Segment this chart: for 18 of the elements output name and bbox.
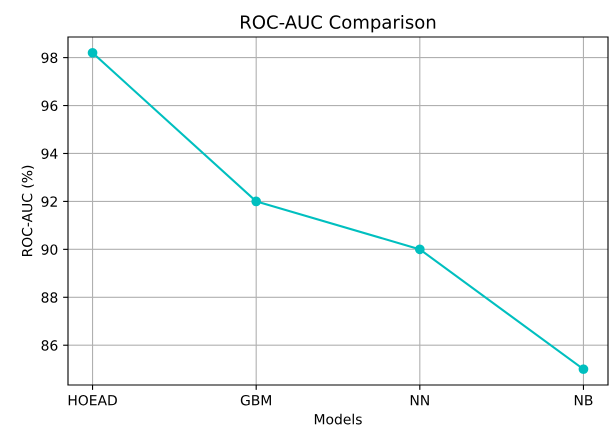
y-tick-label: 92	[41, 196, 57, 207]
y-tick-label: 98	[41, 52, 58, 64]
x-axis-title: Models	[314, 414, 362, 424]
y-tick-label: 86	[42, 340, 58, 351]
x-tick-label: HOEAD	[68, 394, 117, 406]
x-tick-label: GBM	[240, 394, 271, 406]
point	[88, 48, 98, 58]
y-tick-label: 90	[41, 244, 58, 255]
point	[251, 196, 262, 206]
chart-title: ROC-AUC Comparison	[241, 14, 436, 32]
y-tick-label: 94	[41, 148, 58, 159]
point	[414, 244, 425, 254]
y-axis-title: ROC-AUC (%)	[22, 166, 34, 256]
y-tick-label: 88	[42, 292, 58, 303]
point	[578, 364, 588, 374]
x-tick-label: NN	[410, 395, 429, 406]
y-tick-label: 96	[41, 100, 58, 112]
x-tick-label: NB	[574, 395, 592, 406]
